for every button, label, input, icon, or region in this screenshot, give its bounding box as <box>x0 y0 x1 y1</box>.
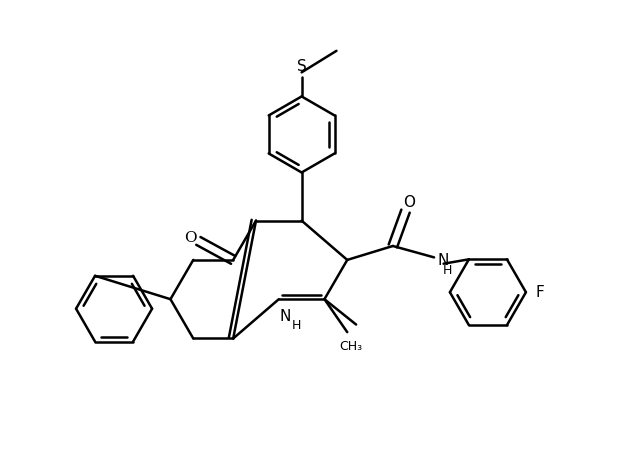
Text: F: F <box>536 285 544 300</box>
Text: O: O <box>184 231 197 245</box>
Text: H: H <box>443 263 452 277</box>
Text: O: O <box>403 196 415 210</box>
Text: H: H <box>292 319 301 332</box>
Text: S: S <box>297 59 307 74</box>
Text: N: N <box>280 309 291 325</box>
Text: CH₃: CH₃ <box>339 341 362 353</box>
Text: N: N <box>437 253 449 268</box>
